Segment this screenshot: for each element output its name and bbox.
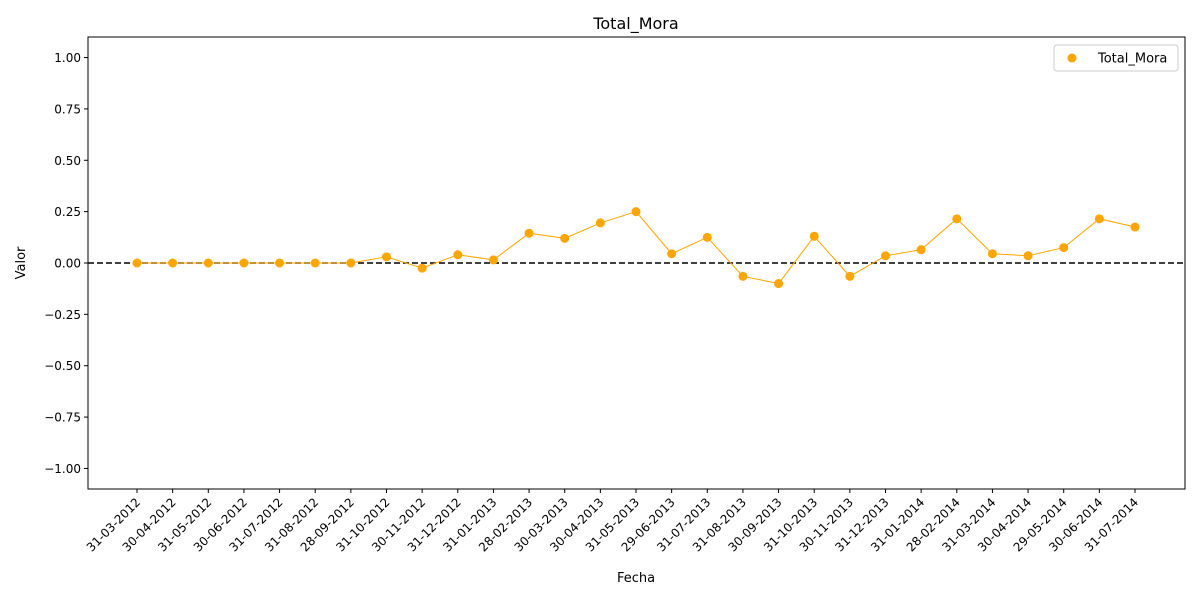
data-point xyxy=(1130,222,1140,232)
data-point xyxy=(631,207,641,217)
data-point xyxy=(667,249,677,259)
data-point xyxy=(774,279,784,289)
x-axis: 31-03-201230-04-201231-05-201230-06-2012… xyxy=(84,489,1141,554)
data-point xyxy=(203,258,213,268)
legend-marker xyxy=(1067,53,1077,63)
data-point xyxy=(524,228,534,238)
data-point xyxy=(239,258,249,268)
data-point xyxy=(845,271,855,281)
legend-label: Total_Mora xyxy=(1097,52,1167,67)
data-point xyxy=(453,250,463,260)
y-tick-label: 0.75 xyxy=(54,102,81,116)
data-point xyxy=(275,258,285,268)
legend-frame xyxy=(1053,44,1179,72)
data-point xyxy=(1023,251,1033,261)
series-polyline xyxy=(137,211,1136,285)
y-tick-label: 0.50 xyxy=(54,154,81,168)
data-point xyxy=(310,258,320,268)
chart-title: Total_Mora xyxy=(592,14,678,34)
y-tick-label: −0.75 xyxy=(44,411,81,425)
data-point xyxy=(346,258,356,268)
y-axis: −1.00 −0.75 −0.50 −0.25 0.00 0.25 0.50 0.75 1.00 xyxy=(44,51,88,476)
data-point xyxy=(952,214,962,224)
data-point xyxy=(595,218,605,228)
data-point xyxy=(382,252,391,262)
data-point xyxy=(168,258,178,268)
data-point xyxy=(560,233,570,243)
data-point xyxy=(132,258,142,268)
data-point xyxy=(1094,214,1104,224)
data-point xyxy=(987,249,997,259)
data-point xyxy=(702,232,712,242)
data-point xyxy=(881,251,890,261)
data-point xyxy=(1059,243,1069,253)
series-line xyxy=(137,211,1136,285)
y-tick-label: 0.25 xyxy=(54,205,81,219)
data-points xyxy=(132,207,1140,289)
data-point xyxy=(417,263,427,273)
y-tick-label: −0.50 xyxy=(44,359,81,373)
data-point xyxy=(488,255,498,265)
data-point xyxy=(809,231,819,241)
data-point xyxy=(916,245,926,255)
y-axis-label: Valor xyxy=(14,246,29,279)
x-axis-label: Fecha xyxy=(617,571,655,586)
y-tick-label: −1.00 xyxy=(44,462,81,476)
y-tick-label: 0.00 xyxy=(54,257,81,271)
legend: Total_Mora xyxy=(1053,44,1179,72)
data-point xyxy=(738,271,748,281)
y-tick-label: −0.25 xyxy=(44,308,81,322)
y-tick-label: 1.00 xyxy=(54,51,81,65)
